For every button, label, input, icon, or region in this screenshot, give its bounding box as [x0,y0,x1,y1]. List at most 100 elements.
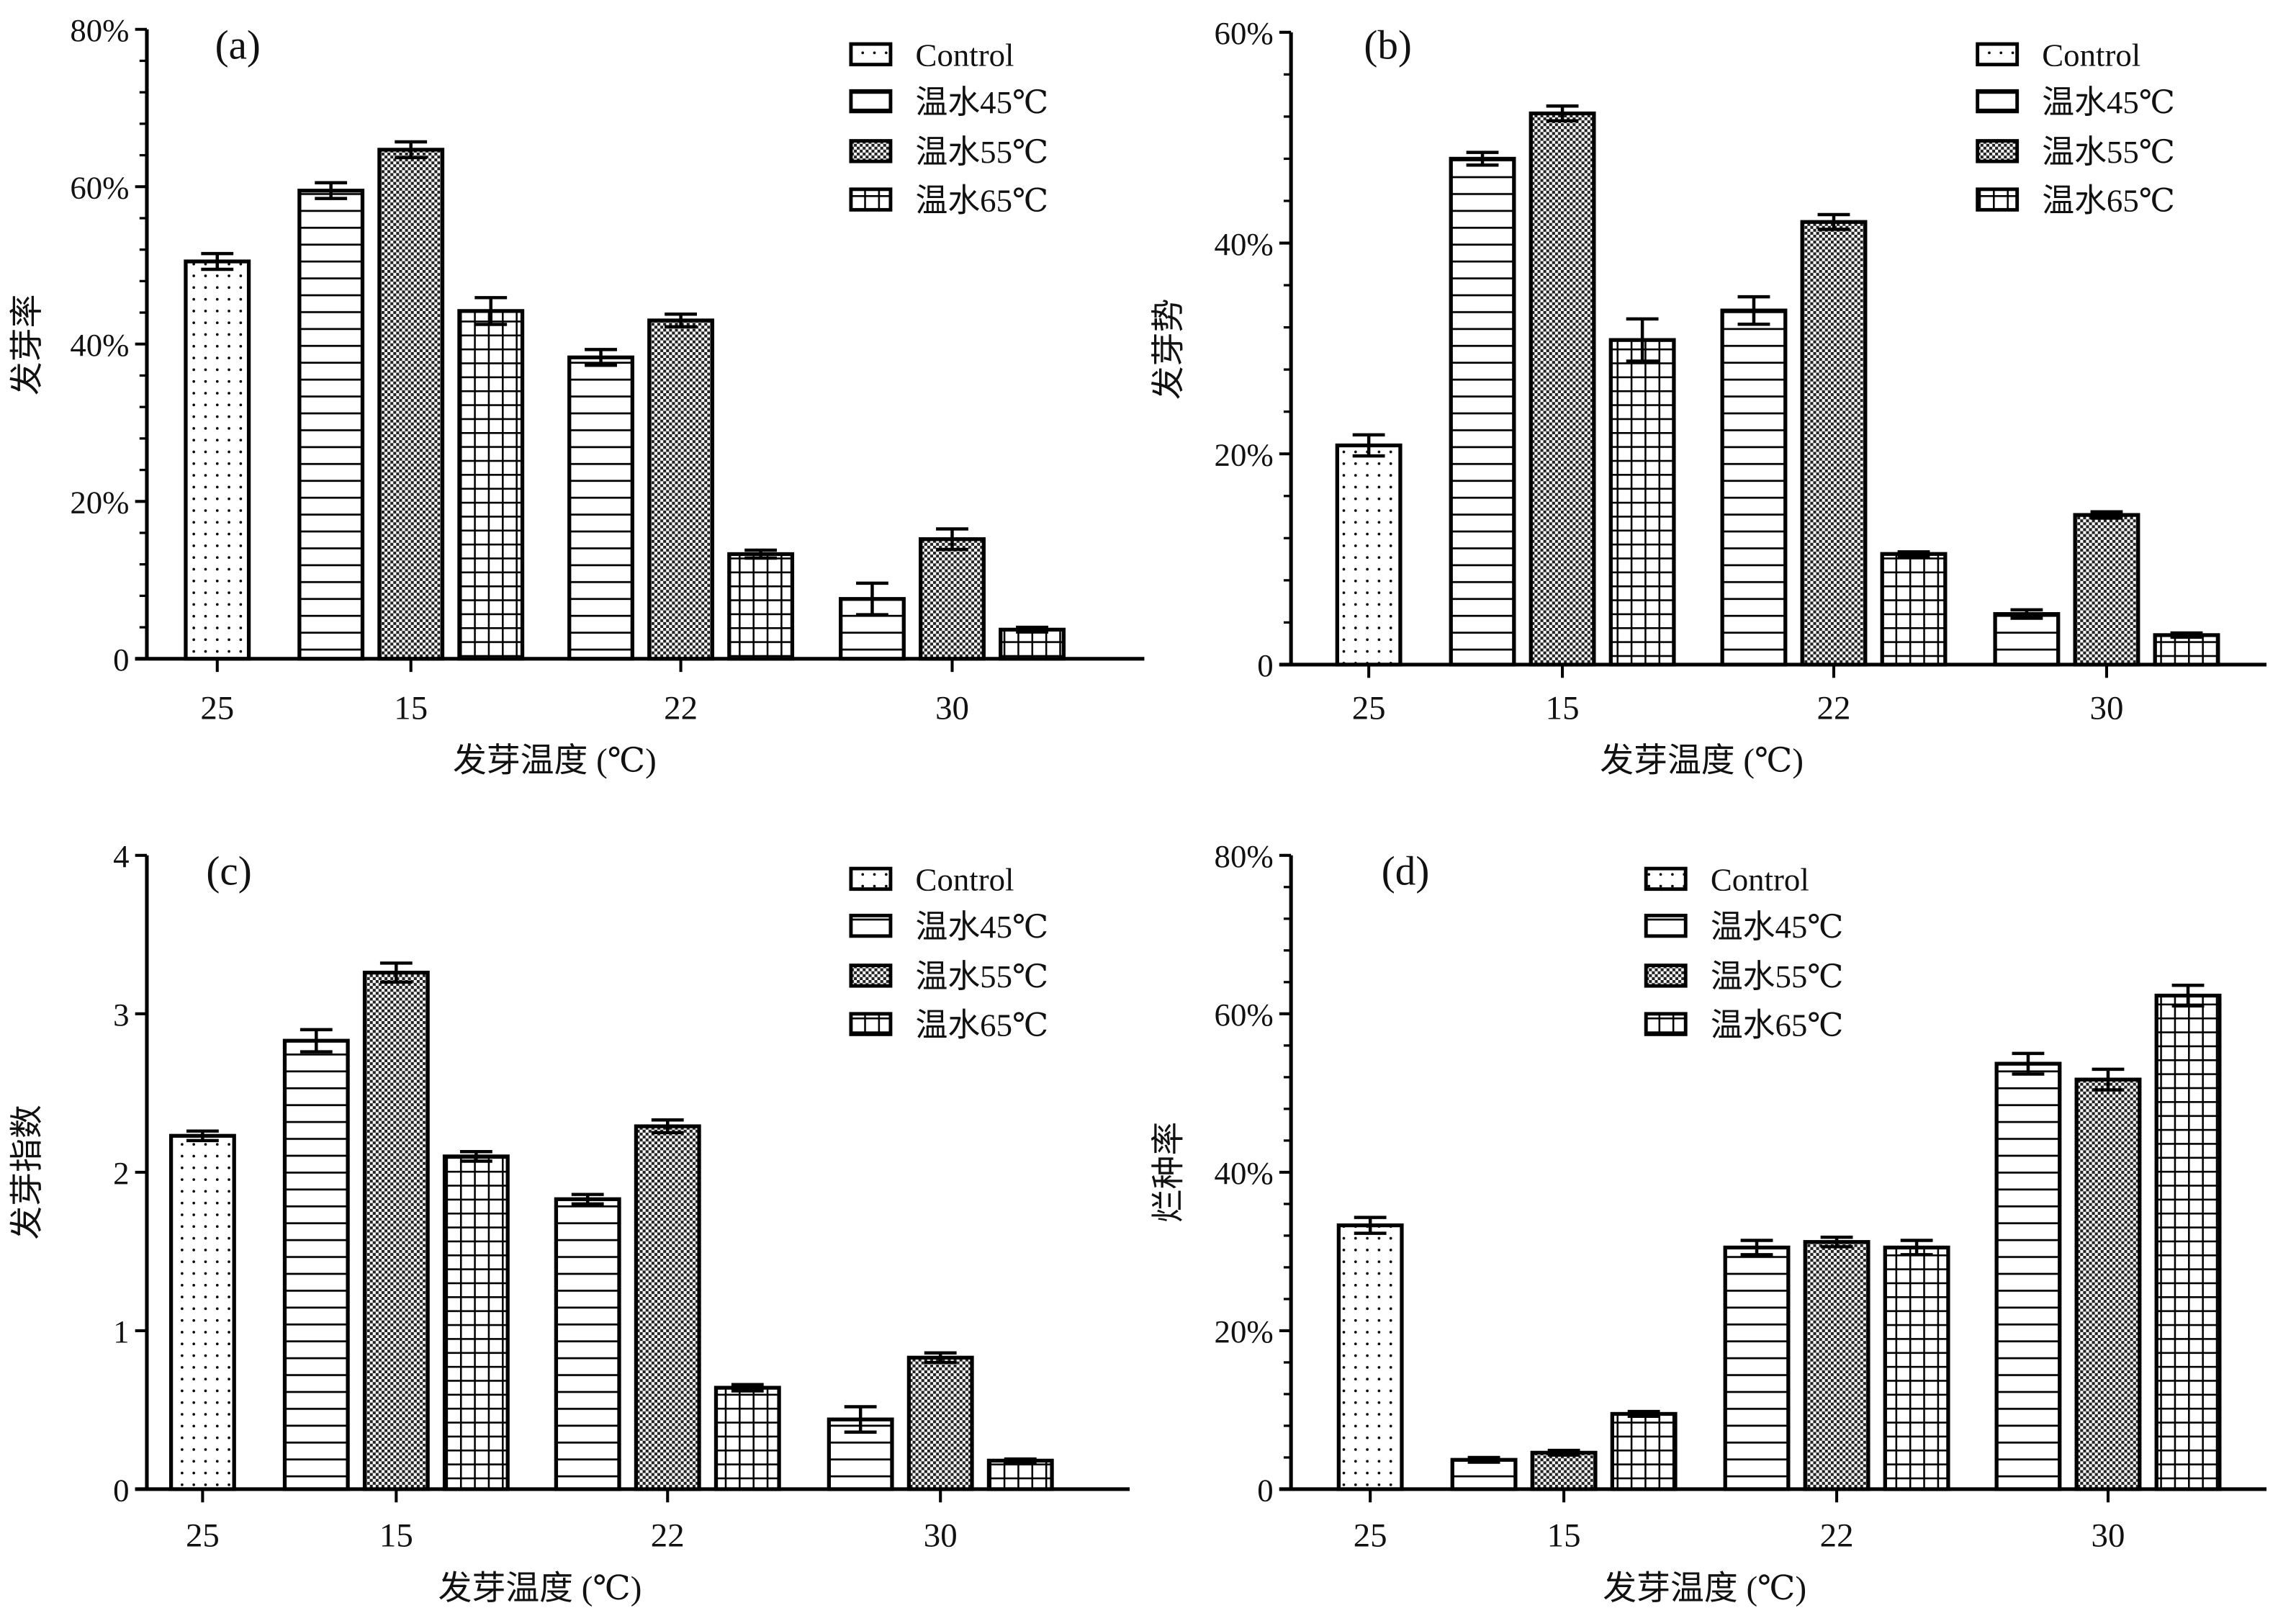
legend-swatch [849,139,893,163]
legend-label: Control [916,37,1014,73]
bar-control [1336,1223,1404,1491]
bar-series-1 [567,355,634,661]
error-bar [585,348,617,367]
legend-swatch [1976,187,2020,212]
bar-series-2 [1803,1240,1870,1491]
x-tick-label: 30 [924,1517,958,1554]
legend-swatch [849,42,893,67]
y-tick-label: 60% [1215,15,1274,51]
error-bar [1016,625,1048,634]
error-bar [665,313,697,328]
y-tick-label: 20% [1215,437,1274,473]
bar-series-1 [1994,1061,2062,1491]
x-tick-label: 15 [394,689,428,727]
panel-label: (b) [1364,22,1412,68]
y-tick-label: 20% [1215,1313,1274,1349]
bar-series-3 [713,1385,781,1491]
bar-series-3 [986,1458,1054,1491]
legend-label: 温水55℃ [916,958,1049,994]
bar-series-1 [1449,156,1516,667]
error-bar [395,140,428,160]
error-bar [2010,608,2043,620]
error-bar [1354,1216,1387,1235]
bar-series-2 [647,318,715,661]
legend-swatch [1644,1012,1688,1036]
error-bar [2012,1051,2045,1076]
x-tick-label: 22 [1820,1517,1854,1554]
error-bar [459,1150,492,1163]
y-axis-label: 烂种率 [1150,1122,1187,1223]
error-bar [1546,104,1579,123]
panel-label: (d) [1382,849,1430,894]
bar-series-2 [1530,1450,1598,1491]
x-tick-label: 25 [1354,1517,1387,1554]
error-bar [1737,295,1770,326]
bar-series-1 [1723,1245,1791,1491]
bar-series-2 [362,970,430,1491]
legend-swatch [849,866,893,891]
y-tick-label: 40% [1215,226,1274,262]
error-bar [1466,151,1499,167]
x-tick-label: 30 [935,689,969,727]
x-tick-label: 22 [1817,689,1851,727]
error-bar [2092,1067,2125,1092]
bar-series-3 [1883,1245,1950,1491]
bar-series-1 [1720,308,1788,667]
legend-swatch [1644,866,1688,891]
y-tick-label: 0 [1257,647,1273,683]
bar-series-1 [282,1038,350,1491]
x-tick-label: 30 [2092,1517,2125,1554]
x-tick-label: 15 [379,1517,413,1554]
y-tick-label: 60% [1215,997,1274,1033]
bar-series-1 [297,189,365,661]
bar-series-3 [1610,1411,1678,1491]
error-bar [571,1192,604,1206]
bar-series-2 [2074,1077,2142,1491]
bar-series-3 [1880,552,1948,667]
x-tick-label: 25 [1352,689,1386,727]
error-bar [1004,1457,1037,1464]
error-bar [1352,433,1385,458]
y-tick-label: 20% [70,485,129,521]
error-bar [1817,212,1850,231]
legend-swatch [849,1012,893,1036]
bar-series-3 [2154,993,2222,1491]
error-bar [1626,317,1659,363]
legend-swatch [1644,913,1688,938]
error-bar [315,181,348,200]
x-tick-label: 15 [1547,1517,1581,1554]
error-bar [936,527,968,552]
error-bar [844,1405,877,1434]
bar-series-2 [919,537,986,661]
x-tick-label: 22 [664,689,698,727]
error-bar [474,296,508,326]
legend-swatch [1976,139,2020,163]
error-bar [1897,550,1930,558]
legend-swatch [1976,89,2020,114]
bar-control [1335,443,1403,667]
bar-series-2 [1529,111,1596,667]
error-bar [744,548,778,560]
error-bar [2171,984,2205,1008]
legend-swatch [1644,964,1688,988]
x-axis-label: 发芽温度 (℃) [1603,1570,1806,1607]
legend-swatch [849,187,893,212]
bar-series-3 [727,552,795,661]
legend-label: 温水45℃ [2042,84,2175,120]
y-tick-label: 3 [113,997,129,1033]
error-bar [379,961,413,984]
bar-series-1 [1993,612,2061,667]
error-bar [300,1028,333,1054]
bar-series-1 [1450,1457,1518,1491]
x-axis-label: 发芽温度 (℃) [453,742,657,780]
x-axis-label: 发芽温度 (℃) [1600,742,1804,780]
y-tick-label: 0 [113,1472,129,1508]
bar-control [168,1133,236,1491]
legend-label: 温水45℃ [916,84,1049,120]
y-tick-label: 2 [113,1155,129,1191]
error-bar [1627,1409,1660,1418]
x-tick-label: 25 [200,689,234,727]
bar-series-2 [377,148,445,661]
